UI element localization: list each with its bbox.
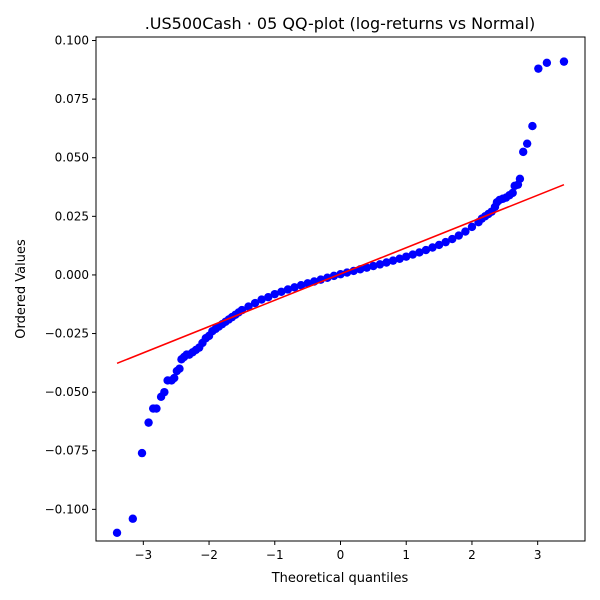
data-point (152, 404, 161, 413)
data-point (534, 64, 543, 73)
data-point (382, 258, 391, 267)
data-point (362, 263, 371, 272)
data-point (559, 57, 569, 66)
y-tick-label: −0.075 (45, 444, 89, 458)
x-tick-label: 3 (534, 548, 542, 562)
data-point (388, 256, 398, 265)
data-point (508, 188, 517, 198)
y-tick-label: 0.075 (55, 92, 89, 106)
y-axis-label: Ordered Values (14, 239, 29, 339)
data-point (375, 260, 385, 269)
data-point (283, 285, 293, 294)
data-point (144, 418, 153, 427)
data-point (408, 250, 417, 259)
y-tick-label: 0.050 (55, 151, 89, 165)
data-point (160, 387, 169, 397)
x-tick-label: −1 (266, 548, 284, 562)
data-point (428, 243, 437, 252)
data-point (112, 528, 122, 537)
data-point (522, 139, 532, 148)
y-tick-label: −0.025 (45, 327, 89, 341)
data-point (257, 295, 266, 304)
data-point (270, 289, 279, 299)
data-point (467, 222, 477, 232)
data-point (402, 252, 411, 261)
data-point (264, 293, 273, 302)
x-tick-label: 2 (468, 548, 476, 562)
y-tick-label: 0.025 (55, 209, 89, 223)
data-point (415, 248, 424, 257)
data-point (175, 364, 184, 373)
data-point (128, 514, 138, 523)
data-point (290, 283, 299, 292)
data-point (461, 227, 470, 236)
data-point (244, 302, 253, 311)
data-point (369, 261, 378, 271)
x-tick-label: 0 (337, 548, 345, 562)
data-point (421, 245, 431, 255)
data-point (137, 448, 147, 458)
plot-area (112, 57, 569, 537)
data-point (250, 298, 260, 308)
data-point (542, 58, 552, 67)
x-tick-label: −2 (200, 548, 218, 562)
data-point (441, 237, 450, 247)
data-point (448, 234, 457, 244)
data-point (528, 121, 537, 131)
data-point (519, 147, 528, 157)
axis-ticks: −3 −2 −1 0 1 2 3 0.100 0.075 0.050 0.025 0.000 −0.02… (45, 34, 542, 562)
x-axis-label: Theoretical quantiles (271, 571, 409, 586)
data-point (277, 287, 286, 297)
data-point (170, 373, 179, 383)
chart-title: .US500Cash · 05 QQ-plot (log-returns vs … (145, 14, 536, 33)
data-point (434, 240, 444, 250)
data-point (395, 254, 404, 263)
x-tick-label: −3 (134, 548, 152, 562)
y-tick-label: 0.000 (55, 268, 89, 282)
data-point (454, 231, 464, 240)
data-point (296, 281, 306, 290)
y-tick-label: −0.100 (45, 502, 89, 516)
fit-line (116, 183, 565, 365)
y-tick-label: −0.050 (45, 385, 89, 399)
x-tick-label: 1 (402, 548, 410, 562)
y-tick-label: 0.100 (55, 34, 89, 48)
data-point (515, 174, 525, 184)
